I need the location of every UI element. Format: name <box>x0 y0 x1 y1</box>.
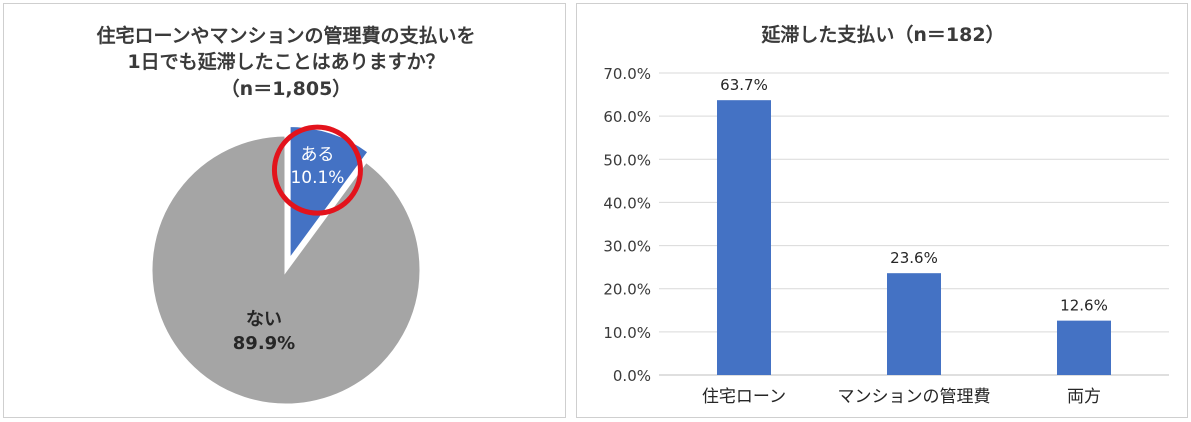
slice-value-aru: 10.1% <box>290 168 344 188</box>
y-tick-label: 10.0% <box>603 324 651 342</box>
pie-chart: 住宅ローンやマンションの管理費の支払いを 1日でも延滞したことはありますか？ （… <box>96 24 476 407</box>
bar-chart: 延滞した支払い（n＝182） 0.0% 10.0% 20.0% 30.0% 40.0% 5… <box>603 23 1169 407</box>
x-category-label: 両方 <box>1067 387 1101 407</box>
bar-1 <box>887 273 941 375</box>
x-category-label: 住宅ローン <box>702 387 786 407</box>
y-tick-label: 20.0% <box>603 281 651 299</box>
highlight-circle <box>271 124 363 216</box>
y-tick-label: 70.0% <box>603 65 651 83</box>
bar-0 <box>717 100 771 376</box>
bar-value-label: 63.7% <box>720 76 768 94</box>
y-tick-label: 0.0% <box>613 367 651 385</box>
y-tick-label: 40.0% <box>603 194 651 212</box>
y-tick-label: 30.0% <box>603 238 651 256</box>
pie-slice-aru <box>287 123 372 266</box>
bar-value-label: 12.6% <box>1060 297 1108 315</box>
bar-chart-panel: 延滞した支払い（n＝182） 0.0% 10.0% 20.0% 30.0% 40.0% 5… <box>576 3 1188 418</box>
y-tick-label: 50.0% <box>603 151 651 169</box>
bar-chart-title: 延滞した支払い（n＝182） <box>760 23 1004 46</box>
slice-label-aru: ある <box>300 145 334 165</box>
bar-value-label: 23.6% <box>890 249 938 267</box>
y-tick-label: 60.0% <box>603 108 651 126</box>
bar-2 <box>1057 320 1111 375</box>
x-category-label: マンションの管理費 <box>838 387 991 407</box>
pie-chart-panel: 住宅ローンやマンションの管理費の支払いを 1日でも延滞したことはありますか？ （… <box>3 3 566 418</box>
pie-title-line-3: （n＝1,805） <box>221 77 352 100</box>
pie-slice-nai <box>149 133 423 407</box>
slice-value-nai: 89.9% <box>233 333 295 354</box>
pie-title-line-2: 1日でも延滞したことはありますか？ <box>127 51 444 73</box>
pie-title-line-1: 住宅ローンやマンションの管理費の支払いを <box>96 24 475 47</box>
slice-label-nai: ない <box>246 309 282 330</box>
